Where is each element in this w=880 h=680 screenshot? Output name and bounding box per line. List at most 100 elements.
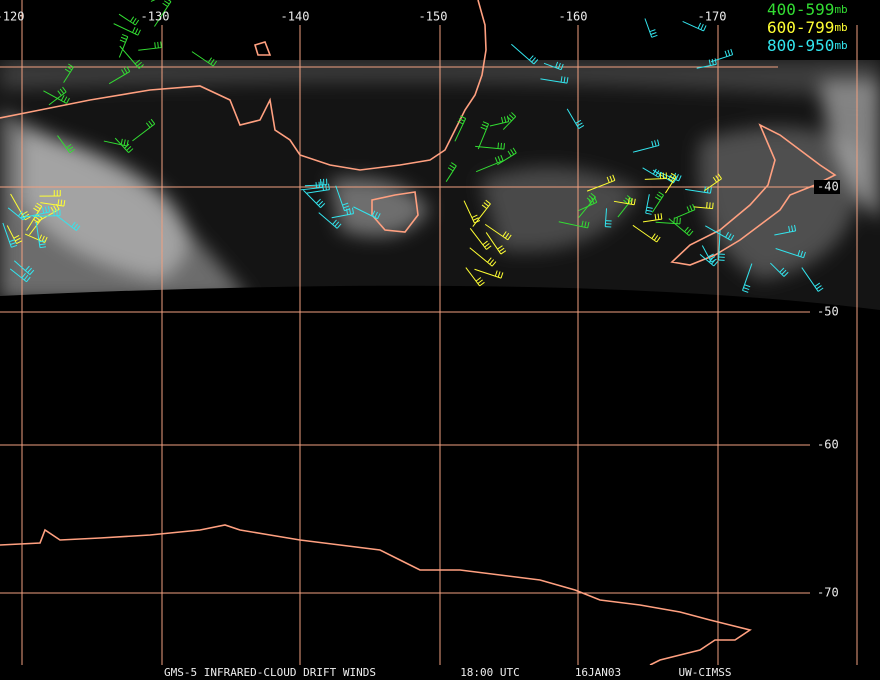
wind-barb: [718, 230, 721, 261]
wind-barb-tick: [710, 258, 717, 263]
wind-barb-tick: [713, 261, 719, 267]
wind-barb-tick: [494, 157, 499, 164]
wind-barb-tick: [816, 285, 822, 290]
wind-barb-tick: [22, 214, 28, 221]
wind-barb-tick: [160, 41, 162, 48]
wind-barb-tick: [342, 202, 349, 206]
wind-barb-tick: [332, 219, 337, 225]
wind-barb-tick: [497, 142, 500, 149]
wind-barb-tick: [512, 147, 517, 154]
wind-barb: [674, 209, 696, 219]
wind-barb: [566, 108, 580, 129]
wind-barbs: [2, 0, 824, 293]
wind-barb-tick: [120, 138, 123, 145]
wind-barb-tick: [66, 143, 72, 149]
longitude-label: -130: [141, 10, 170, 24]
wind-barb-tick: [794, 224, 797, 232]
wind-barb: [477, 123, 490, 150]
wind-barb: [710, 54, 733, 63]
wind-barb: [774, 230, 796, 236]
wind-barb-tick: [497, 271, 501, 278]
wind-barb-tick: [656, 193, 663, 199]
wind-barb-tick: [626, 195, 633, 200]
wind-barb-tick: [704, 186, 706, 193]
wind-barb-tick: [60, 95, 65, 101]
wind-barb: [497, 152, 517, 166]
wind-barb-tick: [60, 199, 63, 206]
wind-barb-tick: [586, 197, 593, 203]
wind-barb-tick: [803, 251, 806, 258]
wind-barb: [632, 224, 658, 243]
wind-barb-tick: [447, 167, 454, 172]
wind-barb-tick: [483, 202, 489, 207]
wind-barb-tick: [38, 234, 43, 241]
legend-label: 400-599: [767, 0, 834, 19]
wind-barb: [463, 200, 475, 224]
wind-barb-tick: [581, 220, 584, 227]
wind-barb-tick: [727, 49, 731, 56]
wind-barb-tick: [137, 29, 141, 36]
wind-barb: [7, 207, 24, 221]
wind-barb-tick: [33, 218, 39, 224]
wind-barb-tick: [503, 143, 505, 150]
wind-barb: [485, 232, 502, 255]
wind-barb: [331, 213, 354, 219]
wind-barb-tick: [563, 76, 566, 83]
wind-barb-tick: [500, 154, 504, 161]
wind-barb-tick: [506, 115, 510, 122]
wind-barb-tick: [73, 223, 79, 230]
wind-barb-tick: [126, 140, 129, 147]
wind-barb-tick: [336, 223, 342, 229]
wind-barb-tick: [686, 206, 690, 213]
wind-barb: [29, 217, 43, 236]
wind-barb-tick: [576, 122, 583, 127]
wind-barb: [644, 18, 653, 38]
wind-barb-tick: [13, 235, 20, 239]
wind-barb: [300, 186, 323, 191]
wind-barb-tick: [119, 39, 126, 43]
wind-barb-tick: [494, 270, 498, 277]
wind-barb-tick: [129, 16, 135, 22]
wind-barb: [445, 165, 457, 182]
wind-barb-tick: [69, 148, 75, 154]
wind-barb-tick: [121, 69, 126, 75]
wind-barb-tick: [783, 271, 789, 277]
wind-barb-tick: [477, 279, 483, 284]
island-coast: [254, 41, 272, 56]
footer-text: 18:00 UTC: [460, 666, 520, 679]
wind-barb-tick: [325, 184, 327, 191]
wind-barb-tick: [39, 243, 46, 246]
wind-barb-tick: [510, 149, 515, 155]
wind-barb: [632, 144, 660, 153]
wind-barb: [303, 189, 321, 208]
legend-entry: 600-799mb: [767, 18, 848, 37]
wind-barb-tick: [66, 66, 73, 71]
wind-barb: [685, 188, 711, 194]
wind-barb-tick: [500, 272, 504, 279]
wind-barb: [475, 160, 504, 173]
wind-barb-tick: [481, 204, 488, 210]
wind-barb-tick: [708, 59, 711, 66]
wind-barb-tick: [134, 28, 139, 35]
wind-barb-tick: [560, 76, 563, 83]
wind-barb-tick: [814, 282, 821, 287]
wind-barb-tick: [474, 220, 481, 224]
wind-barb-tick: [36, 202, 43, 207]
wind-barb-tick: [322, 184, 325, 191]
wind-barb-tick: [134, 19, 140, 26]
wind-barb-tick: [788, 226, 791, 233]
wind-barb-tick: [612, 174, 616, 181]
wind-barb-tick: [486, 245, 492, 250]
wind-barb-tick: [162, 2, 168, 7]
wind-barb-tick: [715, 175, 720, 181]
wind-barb-tick: [68, 63, 74, 68]
wind-barb: [57, 215, 77, 231]
legend-unit: mb: [834, 39, 847, 52]
wind-barb-tick: [502, 231, 507, 237]
wind-barb-tick: [126, 145, 132, 151]
wind-barb-tick: [479, 281, 485, 287]
wind-barb-tick: [207, 57, 213, 63]
wind-barb-tick: [63, 200, 66, 207]
